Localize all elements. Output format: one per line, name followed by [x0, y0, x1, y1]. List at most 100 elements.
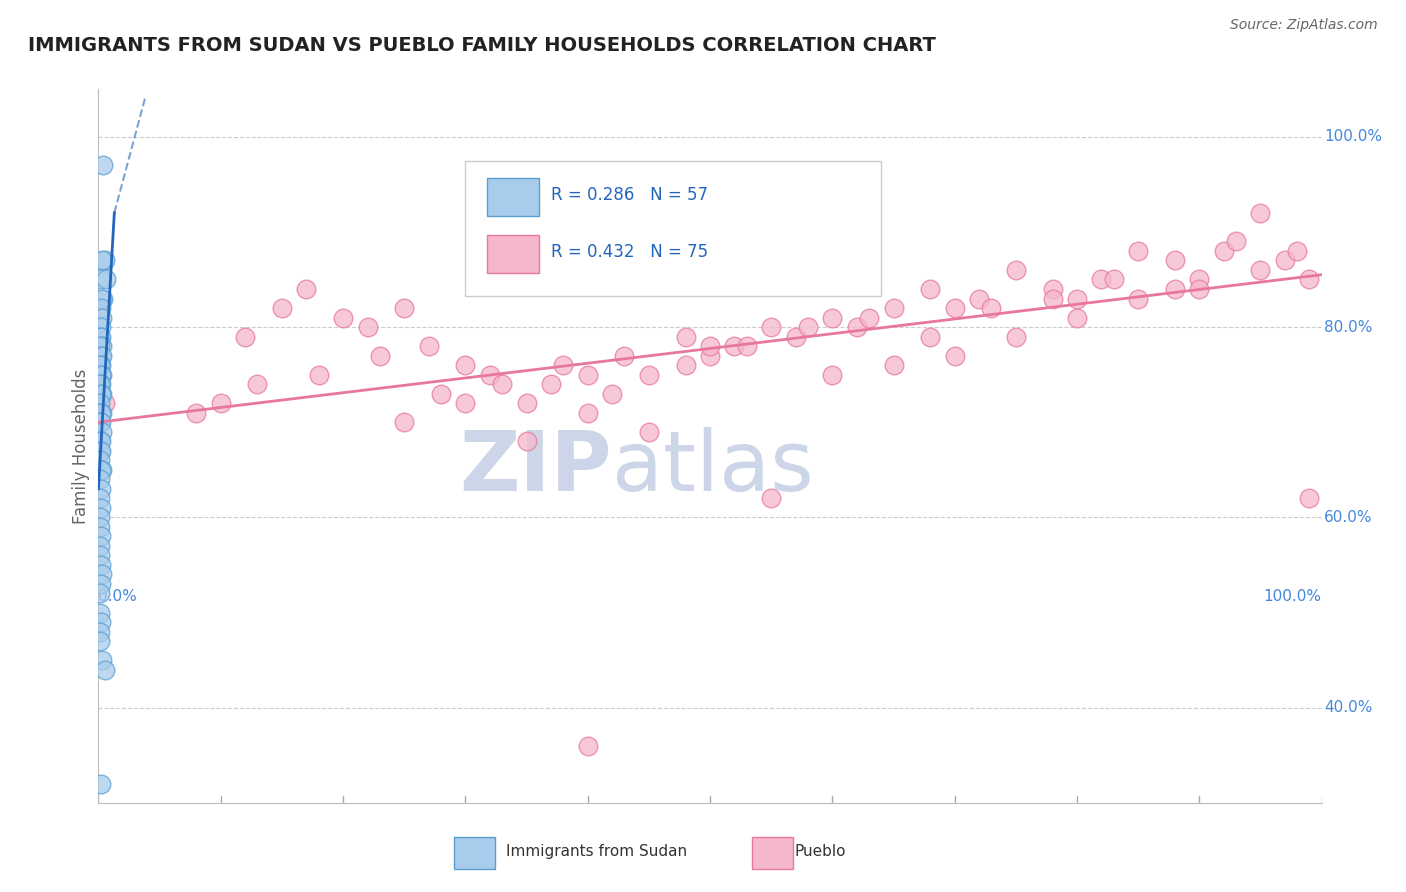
Text: R = 0.432   N = 75: R = 0.432 N = 75 — [551, 243, 709, 260]
Point — [613, 349, 636, 363]
Point — [1274, 253, 1296, 268]
Point — [209, 396, 232, 410]
Point — [540, 377, 562, 392]
Point — [89, 339, 111, 353]
Point — [91, 292, 114, 306]
Point — [576, 739, 599, 753]
Text: atlas: atlas — [612, 427, 814, 508]
Point — [980, 301, 1002, 315]
Point — [90, 615, 112, 629]
Point — [368, 349, 391, 363]
Point — [883, 358, 905, 372]
Point — [89, 377, 111, 392]
Point — [89, 443, 111, 458]
Point — [90, 577, 112, 591]
Point — [91, 463, 114, 477]
Point — [91, 653, 114, 667]
Point — [89, 606, 111, 620]
Point — [90, 368, 112, 382]
Point — [967, 292, 990, 306]
Point — [1102, 272, 1125, 286]
Point — [91, 368, 114, 382]
FancyBboxPatch shape — [488, 178, 538, 216]
Point — [89, 434, 111, 449]
Text: 100.0%: 100.0% — [1264, 589, 1322, 604]
Point — [392, 415, 416, 429]
Point — [761, 320, 783, 334]
Point — [308, 368, 330, 382]
Point — [785, 329, 807, 343]
Point — [821, 368, 844, 382]
Point — [90, 529, 112, 543]
Point — [332, 310, 354, 325]
Point — [637, 425, 661, 439]
Point — [186, 406, 208, 420]
Point — [1164, 253, 1187, 268]
Point — [94, 272, 117, 286]
Point — [89, 539, 111, 553]
Point — [576, 406, 599, 420]
Point — [735, 339, 758, 353]
FancyBboxPatch shape — [465, 161, 882, 296]
Point — [1066, 292, 1088, 306]
Point — [920, 282, 942, 296]
Text: IMMIGRANTS FROM SUDAN VS PUEBLO FAMILY HOUSEHOLDS CORRELATION CHART: IMMIGRANTS FROM SUDAN VS PUEBLO FAMILY H… — [28, 36, 936, 54]
Point — [675, 358, 697, 372]
Point — [89, 329, 111, 343]
Point — [90, 320, 112, 334]
Point — [430, 386, 453, 401]
Point — [90, 463, 112, 477]
Point — [699, 349, 721, 363]
Point — [90, 349, 112, 363]
FancyBboxPatch shape — [488, 235, 538, 273]
Point — [1225, 235, 1247, 249]
Point — [90, 386, 112, 401]
Point — [90, 777, 112, 791]
Point — [90, 406, 112, 420]
Point — [1090, 272, 1112, 286]
Point — [246, 377, 269, 392]
Point — [91, 339, 114, 353]
Point — [491, 377, 513, 392]
Text: 80.0%: 80.0% — [1324, 319, 1372, 334]
Point — [89, 472, 111, 486]
Point — [89, 510, 111, 524]
Point — [1128, 244, 1150, 258]
Point — [454, 396, 477, 410]
Text: R = 0.286   N = 57: R = 0.286 N = 57 — [551, 186, 709, 203]
Point — [943, 349, 966, 363]
Point — [1188, 282, 1211, 296]
Text: ZIP: ZIP — [460, 427, 612, 508]
Point — [89, 624, 111, 639]
Point — [91, 386, 114, 401]
Point — [418, 339, 440, 353]
Point — [1066, 310, 1088, 325]
Point — [1004, 263, 1026, 277]
Point — [637, 368, 661, 382]
Point — [553, 358, 575, 372]
Point — [233, 329, 256, 343]
Point — [89, 549, 111, 563]
Point — [93, 253, 115, 268]
Point — [90, 272, 112, 286]
Point — [1042, 292, 1064, 306]
Text: 60.0%: 60.0% — [1324, 510, 1372, 524]
Point — [1188, 272, 1211, 286]
Point — [858, 310, 880, 325]
Text: Source: ZipAtlas.com: Source: ZipAtlas.com — [1230, 18, 1378, 32]
Point — [90, 558, 112, 572]
Point — [90, 482, 112, 496]
Point — [356, 320, 378, 334]
Point — [91, 425, 114, 439]
Point — [1249, 263, 1271, 277]
Point — [90, 377, 112, 392]
Point — [90, 500, 112, 515]
Point — [1298, 491, 1320, 506]
Point — [821, 310, 844, 325]
Y-axis label: Family Households: Family Households — [72, 368, 90, 524]
Point — [1286, 244, 1309, 258]
Point — [845, 320, 868, 334]
Text: 40.0%: 40.0% — [1324, 700, 1372, 715]
Point — [90, 443, 112, 458]
Point — [1249, 206, 1271, 220]
